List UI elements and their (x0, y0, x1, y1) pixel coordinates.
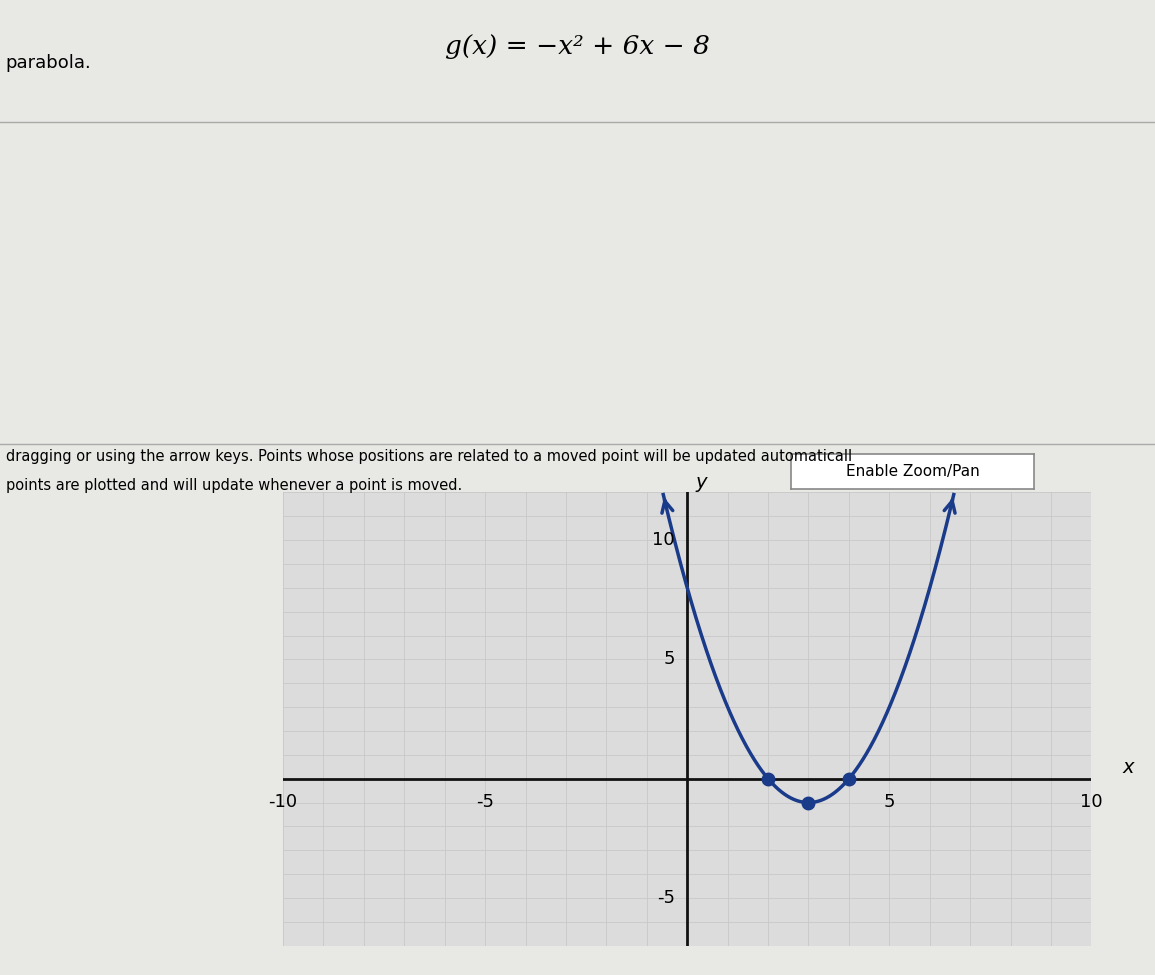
Text: points are plotted and will update whenever a point is moved.: points are plotted and will update whene… (6, 478, 462, 492)
Text: y: y (695, 473, 707, 492)
Text: dragging or using the arrow keys. Points whose positions are related to a moved : dragging or using the arrow keys. Points… (6, 448, 852, 463)
Text: 5: 5 (664, 650, 675, 669)
Text: Enable Zoom/Pan: Enable Zoom/Pan (845, 464, 979, 480)
Text: 10: 10 (653, 531, 675, 549)
Text: -5: -5 (657, 889, 675, 907)
Text: x: x (1123, 759, 1133, 777)
Text: -10: -10 (268, 793, 298, 811)
Text: parabola.: parabola. (6, 54, 91, 71)
Text: 10: 10 (1080, 793, 1103, 811)
Text: 5: 5 (884, 793, 895, 811)
Text: g(x) = −x² + 6x − 8: g(x) = −x² + 6x − 8 (445, 34, 710, 59)
Text: -5: -5 (476, 793, 494, 811)
